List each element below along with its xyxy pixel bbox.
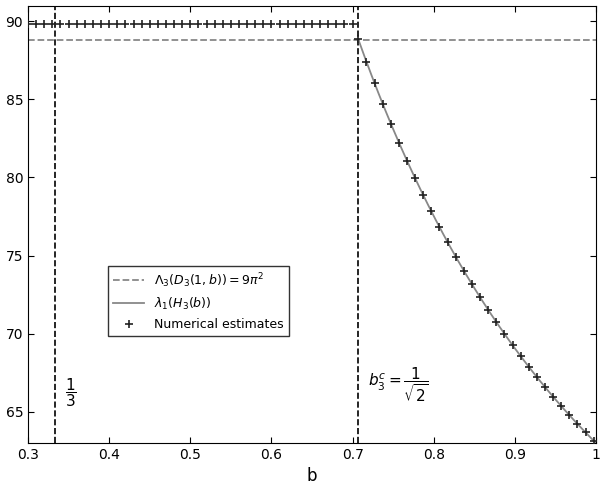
X-axis label: b: b (307, 467, 318, 486)
Legend: $\Lambda_3(D_3(1,b))=9\pi^2$, $\lambda_1(H_3(b))$, Numerical estimates: $\Lambda_3(D_3(1,b))=9\pi^2$, $\lambda_1… (108, 266, 289, 336)
Text: $\dfrac{1}{3}$: $\dfrac{1}{3}$ (65, 376, 76, 409)
Text: $b_3^c = \dfrac{1}{\sqrt{2}}$: $b_3^c = \dfrac{1}{\sqrt{2}}$ (368, 365, 429, 404)
